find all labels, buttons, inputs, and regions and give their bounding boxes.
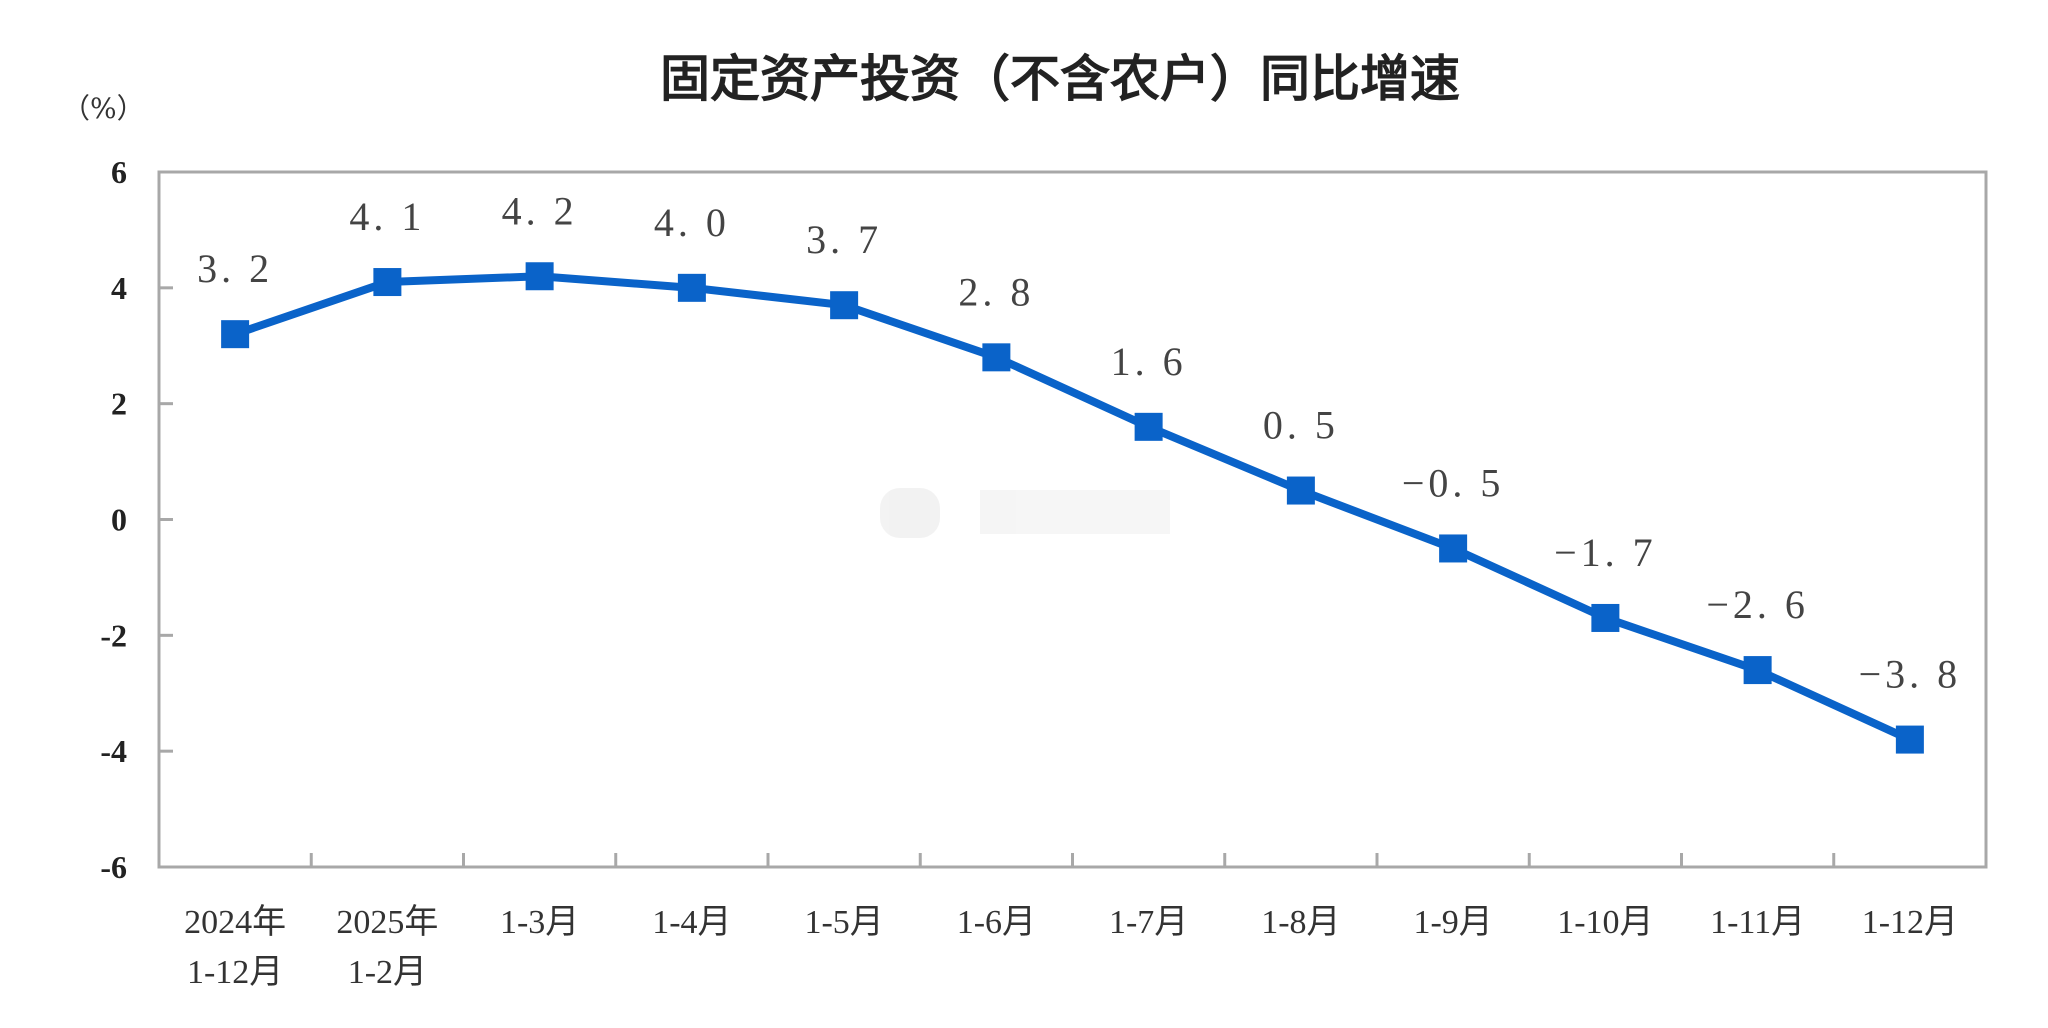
x-tick-label: 1-7月 (1109, 904, 1188, 941)
data-point-marker (1439, 534, 1468, 563)
data-point-marker (525, 262, 554, 291)
x-tick-label: 1-9月 (1413, 904, 1492, 941)
x-tick-label: 1-12月 (187, 954, 283, 991)
x-tick-label: 1-4月 (652, 904, 731, 941)
data-point-marker (982, 343, 1011, 372)
data-label: −0. 5 (1402, 460, 1505, 505)
watermark (880, 488, 1170, 538)
y-tick-label: 0 (111, 502, 127, 538)
chart-title: 固定资产投资（不含农户）同比增速 (660, 50, 1460, 108)
data-point-marker (221, 320, 250, 349)
series-line (233, 272, 1912, 744)
y-tick-label: 4 (111, 270, 127, 306)
data-point-marker (1743, 656, 1772, 685)
data-point-marker (677, 273, 706, 302)
x-tick-label: 1-2月 (348, 954, 427, 991)
x-tick-label: 1-5月 (804, 904, 883, 941)
x-tick-label: 1-3月 (500, 904, 579, 941)
data-point-marker (1134, 412, 1163, 441)
x-tick-label: 1-11月 (1710, 904, 1805, 941)
data-point-marker (830, 291, 859, 320)
data-label: −3. 8 (1859, 652, 1962, 697)
y-axis-unit-label: （%） (62, 92, 145, 125)
data-point-marker (1895, 725, 1924, 754)
data-label: 1. 6 (1111, 339, 1187, 384)
x-tick-label: 1-6月 (957, 904, 1036, 941)
data-label: −1. 7 (1554, 530, 1657, 575)
y-tick-label: -4 (100, 733, 127, 769)
x-axis: 2024年 1-12月 2025年 1-2月 1-3月 1-4月 1-5月 1-6月 1-7月 1… (184, 853, 1958, 991)
data-label: 3. 2 (197, 246, 273, 291)
data-label: 2. 8 (958, 269, 1034, 314)
data-point-marker (1286, 476, 1315, 505)
x-tick-label: 1-10月 (1557, 904, 1653, 941)
y-axis: 6 4 2 0 -2 -4 -6 (100, 154, 173, 885)
data-label: 3. 7 (806, 217, 882, 262)
x-tick-label: 2025年 (336, 903, 438, 941)
data-label: −2. 6 (1706, 582, 1809, 627)
data-label: 4. 0 (654, 200, 730, 245)
y-tick-label: 6 (111, 154, 127, 190)
data-label: 0. 5 (1263, 403, 1339, 448)
data-label: 4. 1 (349, 194, 425, 239)
data-series: 3. 2 4. 1 4. 2 4. 0 3. 7 2. 8 1. 6 0. 5 −0. 5 −1.… (197, 188, 1962, 754)
data-point-marker (1591, 603, 1620, 632)
x-tick-label: 1-12月 (1862, 904, 1958, 941)
y-tick-label: -6 (100, 849, 127, 885)
x-tick-label: 1-8月 (1261, 904, 1340, 941)
data-label: 4. 2 (502, 188, 578, 233)
data-point-marker (373, 268, 402, 297)
y-tick-label: 2 (111, 386, 127, 422)
x-tick-label: 2024年 (184, 903, 286, 941)
y-tick-label: -2 (100, 617, 127, 653)
